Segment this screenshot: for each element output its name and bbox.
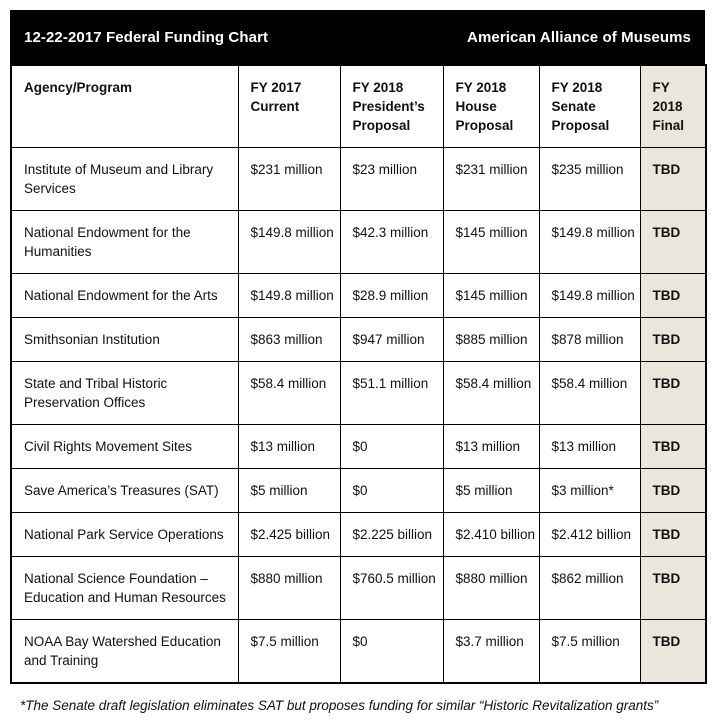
- table-row: State and Tribal Historic Preservation O…: [10, 361, 707, 425]
- fy2018-house-cell: $880 million: [442, 556, 540, 620]
- fy2018-final-cell: TBD: [639, 512, 707, 557]
- table-row: Smithsonian Institution $863 million $94…: [10, 317, 707, 362]
- fy2018-president-cell: $0: [339, 619, 444, 684]
- fy2017-current-cell: $5 million: [237, 468, 341, 513]
- fy2018-house-cell: $145 million: [442, 273, 540, 318]
- title-bar: 12-22-2017 Federal Funding Chart America…: [10, 10, 705, 64]
- fy2018-senate-cell: $149.8 million: [538, 273, 641, 318]
- fy2018-house-cell: $5 million: [442, 468, 540, 513]
- fy2018-final-cell: TBD: [639, 424, 707, 469]
- fy2018-final-cell: TBD: [639, 619, 707, 684]
- fy2017-current-cell: $58.4 million: [237, 361, 341, 425]
- agency-cell: National Park Service Operations: [10, 512, 239, 557]
- fy2017-current-cell: $880 million: [237, 556, 341, 620]
- fy2018-house-cell: $58.4 million: [442, 361, 540, 425]
- agency-cell: Save America’s Treasures (SAT): [10, 468, 239, 513]
- header-fy2018-final: FY 2018 Final: [639, 64, 707, 148]
- fy2018-final-cell: TBD: [639, 361, 707, 425]
- funding-table: Agency/Program FY 2017 Current FY 2018 P…: [10, 64, 707, 684]
- agency-cell: Institute of Museum and Library Services: [10, 147, 239, 211]
- fy2018-house-cell: $145 million: [442, 210, 540, 274]
- document-title: 12-22-2017 Federal Funding Chart: [24, 28, 269, 46]
- fy2018-final-cell: TBD: [639, 210, 707, 274]
- fy2018-house-cell: $231 million: [442, 147, 540, 211]
- header-fy2017-current: FY 2017 Current: [237, 64, 341, 148]
- fy2018-final-cell: TBD: [639, 556, 707, 620]
- fy2018-president-cell: $42.3 million: [339, 210, 444, 274]
- header-row: Agency/Program FY 2017 Current FY 2018 P…: [10, 64, 707, 148]
- fy2017-current-cell: $231 million: [237, 147, 341, 211]
- agency-cell: National Endowment for the Humanities: [10, 210, 239, 274]
- fy2018-president-cell: $0: [339, 424, 444, 469]
- agency-cell: Civil Rights Movement Sites: [10, 424, 239, 469]
- table-row: NOAA Bay Watershed Education and Trainin…: [10, 619, 707, 684]
- header-fy2018-presidents-proposal: FY 2018 President’s Proposal: [339, 64, 444, 148]
- fy2018-senate-cell: $862 million: [538, 556, 641, 620]
- agency-cell: National Endowment for the Arts: [10, 273, 239, 318]
- agency-cell: State and Tribal Historic Preservation O…: [10, 361, 239, 425]
- fy2018-final-cell: TBD: [639, 317, 707, 362]
- fy2017-current-cell: $863 million: [237, 317, 341, 362]
- table-row: National Park Service Operations $2.425 …: [10, 512, 707, 557]
- fy2017-current-cell: $7.5 million: [237, 619, 341, 684]
- table-row: National Endowment for the Humanities $1…: [10, 210, 707, 274]
- fy2018-president-cell: $28.9 million: [339, 273, 444, 318]
- fy2018-final-cell: TBD: [639, 147, 707, 211]
- fy2017-current-cell: $2.425 billion: [237, 512, 341, 557]
- header-fy2018-house-proposal: FY 2018 House Proposal: [442, 64, 540, 148]
- agency-cell: Smithsonian Institution: [10, 317, 239, 362]
- fy2018-president-cell: $0: [339, 468, 444, 513]
- fy2017-current-cell: $149.8 million: [237, 273, 341, 318]
- agency-cell: NOAA Bay Watershed Education and Trainin…: [10, 619, 239, 684]
- fy2018-president-cell: $760.5 million: [339, 556, 444, 620]
- fy2018-senate-cell: $878 million: [538, 317, 641, 362]
- fy2018-final-cell: TBD: [639, 273, 707, 318]
- agency-cell: National Science Foundation – Education …: [10, 556, 239, 620]
- fy2018-president-cell: $2.225 billion: [339, 512, 444, 557]
- fy2018-senate-cell: $7.5 million: [538, 619, 641, 684]
- fy2018-house-cell: $2.410 billion: [442, 512, 540, 557]
- table-row: Civil Rights Movement Sites $13 million …: [10, 424, 707, 469]
- fy2018-house-cell: $3.7 million: [442, 619, 540, 684]
- table-row: National Science Foundation – Education …: [10, 556, 707, 620]
- fy2018-senate-cell: $13 million: [538, 424, 641, 469]
- table-row: National Endowment for the Arts $149.8 m…: [10, 273, 707, 318]
- organization-name: American Alliance of Museums: [467, 28, 691, 46]
- fy2018-president-cell: $23 million: [339, 147, 444, 211]
- table-row: Save America’s Treasures (SAT) $5 millio…: [10, 468, 707, 513]
- fy2018-senate-cell: $3 million*: [538, 468, 641, 513]
- fy2018-house-cell: $885 million: [442, 317, 540, 362]
- fy2018-senate-cell: $2.412 billion: [538, 512, 641, 557]
- fy2018-final-cell: TBD: [639, 468, 707, 513]
- header-fy2018-senate-proposal: FY 2018 Senate Proposal: [538, 64, 641, 148]
- fy2018-president-cell: $947 million: [339, 317, 444, 362]
- fy2017-current-cell: $13 million: [237, 424, 341, 469]
- header-agency-program: Agency/Program: [10, 64, 239, 148]
- fy2018-senate-cell: $149.8 million: [538, 210, 641, 274]
- fy2018-senate-cell: $235 million: [538, 147, 641, 211]
- fy2017-current-cell: $149.8 million: [237, 210, 341, 274]
- fy2018-senate-cell: $58.4 million: [538, 361, 641, 425]
- fy2018-president-cell: $51.1 million: [339, 361, 444, 425]
- footnote: *The Senate draft legislation eliminates…: [20, 698, 659, 713]
- table-row: Institute of Museum and Library Services…: [10, 147, 707, 211]
- fy2018-house-cell: $13 million: [442, 424, 540, 469]
